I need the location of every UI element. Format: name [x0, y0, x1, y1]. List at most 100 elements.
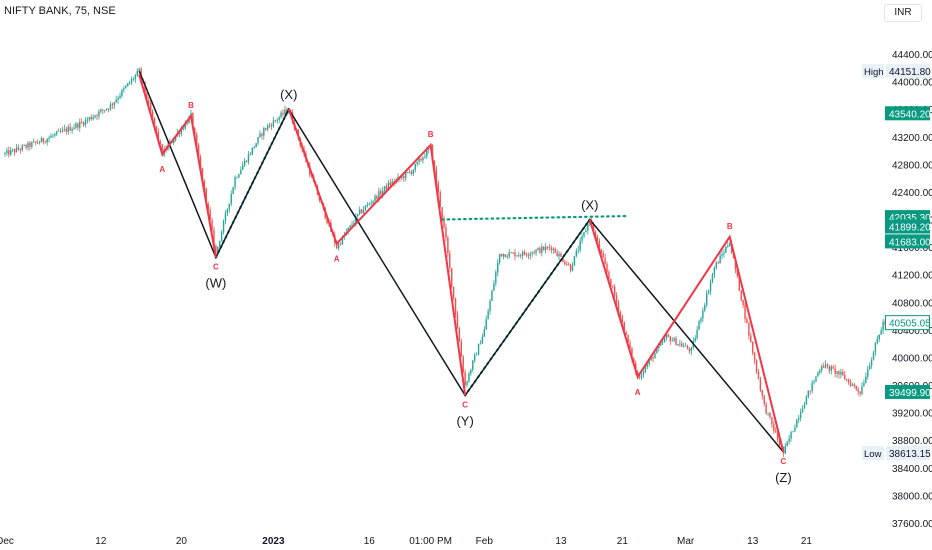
- wave-label: A: [635, 388, 641, 397]
- candle: [370, 199, 372, 207]
- candle: [763, 394, 765, 407]
- candle: [130, 76, 133, 86]
- candle: [560, 252, 562, 257]
- candle-body: [859, 391, 861, 394]
- candle-body: [518, 255, 520, 257]
- price-tag-bg: [886, 446, 930, 461]
- candle-body: [381, 190, 384, 195]
- candle-body: [462, 356, 464, 373]
- candle-body: [564, 261, 566, 264]
- candle: [882, 318, 884, 334]
- candle: [50, 133, 52, 138]
- candle-body: [550, 247, 553, 251]
- candle: [220, 230, 223, 242]
- candle-body: [86, 119, 89, 121]
- currency-selector[interactable]: INR: [884, 4, 922, 22]
- candle-body: [527, 255, 530, 257]
- symbol-title[interactable]: NIFTY BANK, 75, NSE: [4, 5, 116, 17]
- candle: [445, 223, 447, 242]
- candle: [721, 250, 723, 260]
- candle: [132, 77, 135, 81]
- candle-body: [360, 209, 363, 213]
- candle: [671, 337, 673, 342]
- candle: [543, 245, 545, 251]
- candle: [552, 246, 555, 254]
- candle-body: [362, 209, 365, 213]
- candle-body: [426, 149, 428, 157]
- dotted-trendline: [441, 214, 628, 221]
- candle-body: [581, 236, 583, 241]
- y-tick-label: 38000.00: [892, 491, 932, 502]
- candle: [681, 340, 683, 347]
- candle-body: [456, 314, 459, 329]
- candle: [878, 334, 880, 343]
- candle-body: [675, 338, 677, 346]
- candle-body: [619, 311, 622, 317]
- candle: [125, 85, 127, 89]
- candle-body: [466, 381, 468, 386]
- candle: [845, 378, 848, 382]
- candle-body: [182, 128, 185, 130]
- candle-body: [337, 243, 340, 249]
- candle: [759, 376, 762, 393]
- price-tag-value: 44151.80: [889, 67, 931, 78]
- candle-body: [629, 343, 631, 349]
- candle: [853, 382, 856, 389]
- candle-body: [773, 424, 775, 431]
- candle-body: [406, 172, 409, 173]
- candle-body: [172, 140, 175, 144]
- candle-body: [151, 111, 154, 118]
- candle-body: [851, 384, 854, 386]
- candle-body: [230, 193, 232, 204]
- candle-body: [341, 236, 344, 245]
- candle-body: [763, 395, 765, 404]
- x-tick-label: 12: [95, 536, 107, 547]
- candle-body: [502, 254, 505, 257]
- candle-body: [627, 334, 629, 344]
- x-tick-label: 16: [364, 536, 376, 547]
- candle-body: [130, 79, 133, 83]
- candle: [529, 251, 532, 260]
- candle-body: [234, 177, 236, 188]
- candle: [368, 202, 370, 206]
- candle: [876, 335, 879, 345]
- candle: [249, 152, 252, 156]
- candle: [790, 430, 792, 442]
- candle: [268, 122, 271, 128]
- candle-body: [445, 227, 447, 238]
- candle: [497, 259, 499, 277]
- candle-body: [48, 137, 50, 139]
- candle-body: [830, 366, 833, 371]
- candle: [571, 261, 574, 272]
- candle: [821, 364, 823, 373]
- candle: [65, 126, 68, 135]
- candle-body: [274, 120, 277, 122]
- candle-body: [723, 252, 725, 255]
- candle: [868, 362, 871, 370]
- candle-body: [573, 255, 576, 266]
- candle-body: [196, 134, 198, 145]
- x-tick-label: 13: [555, 536, 567, 547]
- candle: [679, 339, 681, 347]
- candle-body: [10, 149, 12, 155]
- candle-body: [585, 230, 587, 233]
- candle: [771, 416, 773, 428]
- candle-body: [46, 138, 48, 143]
- candle: [456, 310, 459, 329]
- x-tick-label: 21: [801, 536, 813, 547]
- candle-body: [514, 252, 516, 257]
- candle-body: [73, 127, 75, 129]
- price-tag-bg: [885, 106, 930, 121]
- candle-body: [694, 338, 696, 341]
- candle: [8, 146, 10, 158]
- candle: [615, 292, 618, 306]
- candle-body: [794, 427, 796, 432]
- candle: [15, 144, 18, 153]
- candle-body: [245, 160, 248, 162]
- x-tick-label: 21: [617, 536, 629, 547]
- candle: [788, 434, 790, 445]
- candle-body: [753, 353, 756, 361]
- candle-body: [521, 251, 524, 256]
- candle-body: [17, 147, 20, 150]
